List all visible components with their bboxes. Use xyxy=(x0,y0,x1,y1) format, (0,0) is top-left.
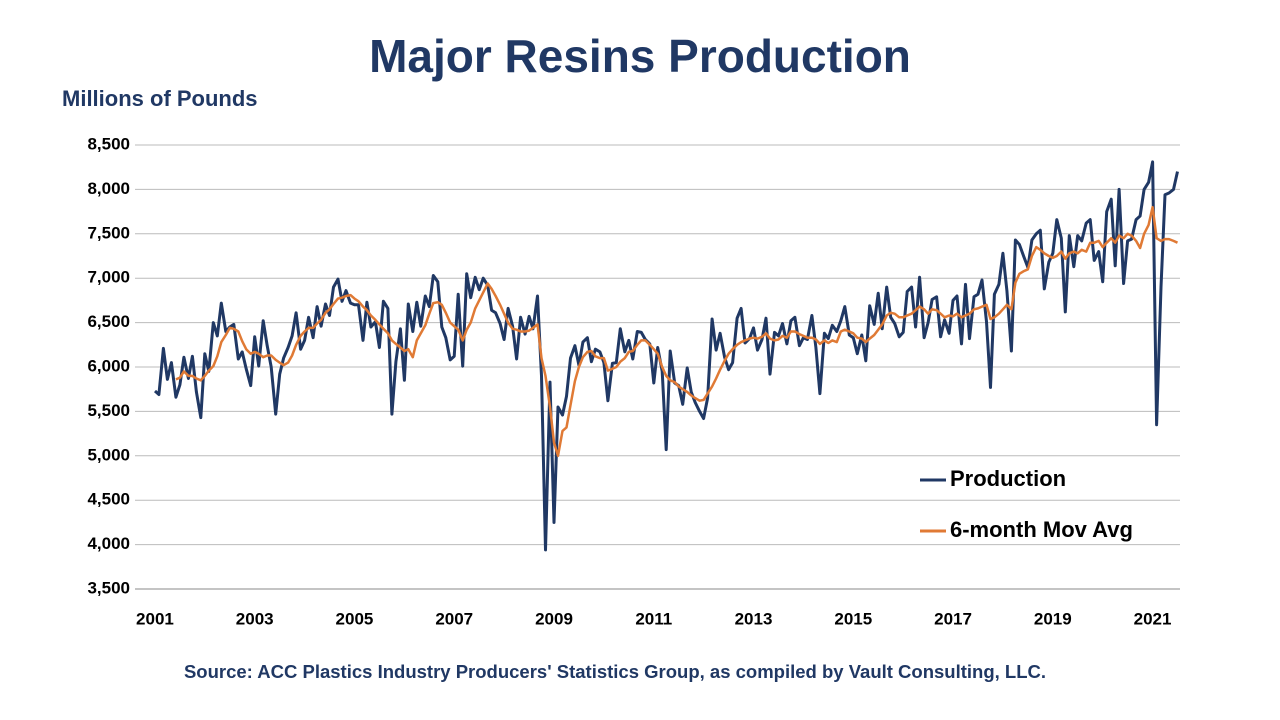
y-tick-label: 5,500 xyxy=(87,401,130,420)
data-line xyxy=(153,160,1179,552)
y-tick-label: 7,000 xyxy=(87,268,130,287)
x-tick-label: 2009 xyxy=(535,609,573,628)
x-tick-label: 2011 xyxy=(635,609,672,628)
x-tick-label: 2007 xyxy=(435,609,473,628)
x-tick-label: 2005 xyxy=(336,609,374,628)
y-tick-label: 5,000 xyxy=(87,445,130,464)
y-tick-label: 6,000 xyxy=(87,356,130,375)
x-tick-label: 2015 xyxy=(834,609,872,628)
y-tick-label: 3,500 xyxy=(87,578,130,597)
x-tick-label: 2001 xyxy=(136,609,174,628)
y-tick-label: 4,500 xyxy=(87,490,130,509)
chart-title: Major Resins Production xyxy=(369,30,911,82)
x-tick-label: 2017 xyxy=(934,609,972,628)
source-note: Source: ACC Plastics Industry Producers'… xyxy=(184,661,1046,682)
y-tick-label: 8,000 xyxy=(87,179,130,198)
x-tick-label: 2003 xyxy=(236,609,274,628)
legend-label: 6-month Mov Avg xyxy=(950,517,1133,542)
x-tick-label: 2021 xyxy=(1134,609,1172,628)
legend-label: Production xyxy=(950,466,1066,491)
y-axis-label: Millions of Pounds xyxy=(62,86,258,111)
y-tick-label: 4,000 xyxy=(87,534,130,553)
x-tick-label: 2019 xyxy=(1034,609,1072,628)
y-tick-label: 6,500 xyxy=(87,312,130,331)
x-tick-label: 2013 xyxy=(735,609,773,628)
y-tick-label: 8,500 xyxy=(87,134,130,153)
y-tick-label: 7,500 xyxy=(87,223,130,242)
data-line xyxy=(175,205,1179,458)
